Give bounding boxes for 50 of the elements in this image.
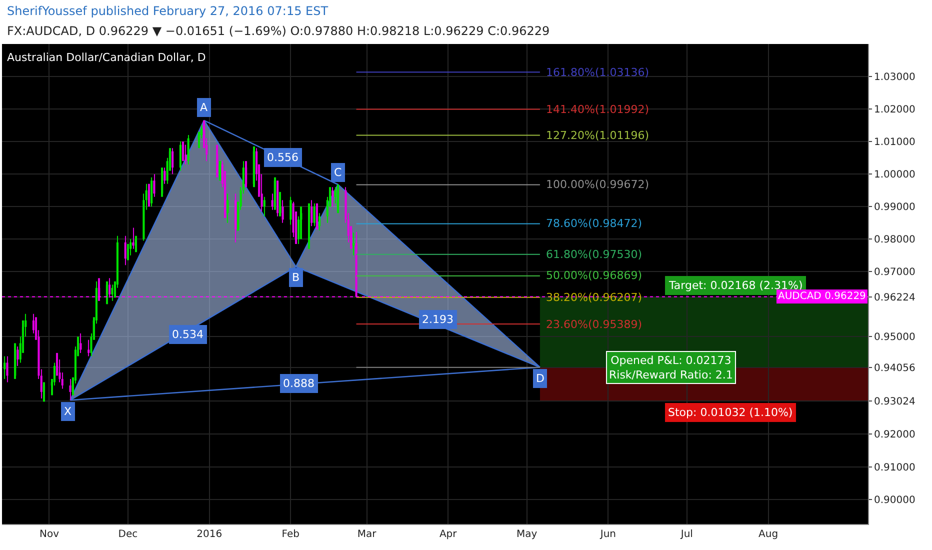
y-tick-label: 0.96224 [874, 292, 916, 304]
y-tick-label: 0.92000 [874, 430, 916, 441]
x-tick-label: Aug [758, 529, 778, 540]
y-tick-label: 0.95000 [874, 332, 916, 344]
y-tick-label: 1.01000 [874, 137, 916, 148]
annotation: A [200, 101, 208, 114]
annotation: Australian Dollar/Canadian Dollar, D [7, 51, 206, 64]
y-tick-label: 0.94056 [874, 362, 916, 374]
candlestick [352, 232, 355, 256]
x-tick-label: Jul [680, 529, 693, 540]
y-tick-label: 0.97000 [874, 267, 916, 278]
x-tick-label: Nov [39, 529, 60, 540]
x-tick-label: 2016 [196, 529, 222, 540]
ref-line-label: 61.80%(0.97530) [546, 248, 642, 261]
ref-line-label: 23.60%(0.95389) [546, 318, 642, 331]
ref-line-label: 38.20%(0.96207) [546, 291, 642, 304]
annotation: 2.193 [422, 313, 454, 326]
x-tick-label: Jun [599, 529, 616, 540]
ref-line-label: 161.80%(1.03136) [546, 66, 650, 79]
ref-line-label: 100.00%(0.99672) [546, 178, 650, 191]
annotation: X [64, 405, 72, 418]
ref-line-label: 127.20%(1.01196) [546, 129, 650, 142]
chart-subtitle: FX:AUDCAD, D 0.96229 ▼ −0.01651 (−1.69%) O:0.97880 H:0.98218 L:0.96229 C:0.96229 [7, 24, 550, 38]
x-tick-label: Apr [439, 529, 458, 540]
y-tick-label: 0.99000 [874, 202, 916, 214]
ref-line-label: 78.60%(0.98472) [546, 217, 642, 230]
y-tick-label: 0.98000 [874, 234, 916, 246]
x-tick-label: May [516, 529, 538, 540]
y-tick-label: 1.00000 [874, 170, 916, 181]
annotation: C [334, 166, 342, 179]
y-tick-label: 1.03000 [874, 72, 916, 84]
annotation: D [536, 372, 544, 385]
annotation: 0.556 [267, 151, 298, 164]
annotation: B [292, 271, 300, 284]
y-tick-label: 0.93024 [874, 396, 916, 408]
chart-title: SherifYoussef published February 27, 2016 07:15 EST [7, 4, 329, 18]
y-tick-label: 0.90000 [874, 494, 916, 506]
band-label: Target: 0.02168 (2.31%) [668, 279, 803, 292]
annotation: 0.888 [283, 377, 314, 390]
ref-line-label: AUDCAD 0.96229 [778, 291, 866, 302]
x-tick-label: Feb [282, 529, 300, 540]
ref-line-label: 50.00%(0.96869) [546, 269, 642, 282]
band-label: Stop: 0.01032 (1.10%) [668, 406, 793, 419]
ref-line-label: 141.40%(1.01992) [546, 103, 650, 116]
annotation: Opened P&L: 0.02173 Risk/Reward Ratio: 2.1 [609, 354, 733, 382]
y-tick-label: 1.02000 [874, 104, 916, 116]
y-tick-label: 0.91000 [874, 462, 916, 474]
annotation: 0.534 [172, 328, 204, 341]
x-tick-label: Mar [357, 529, 378, 540]
x-tick-label: Dec [118, 529, 138, 540]
